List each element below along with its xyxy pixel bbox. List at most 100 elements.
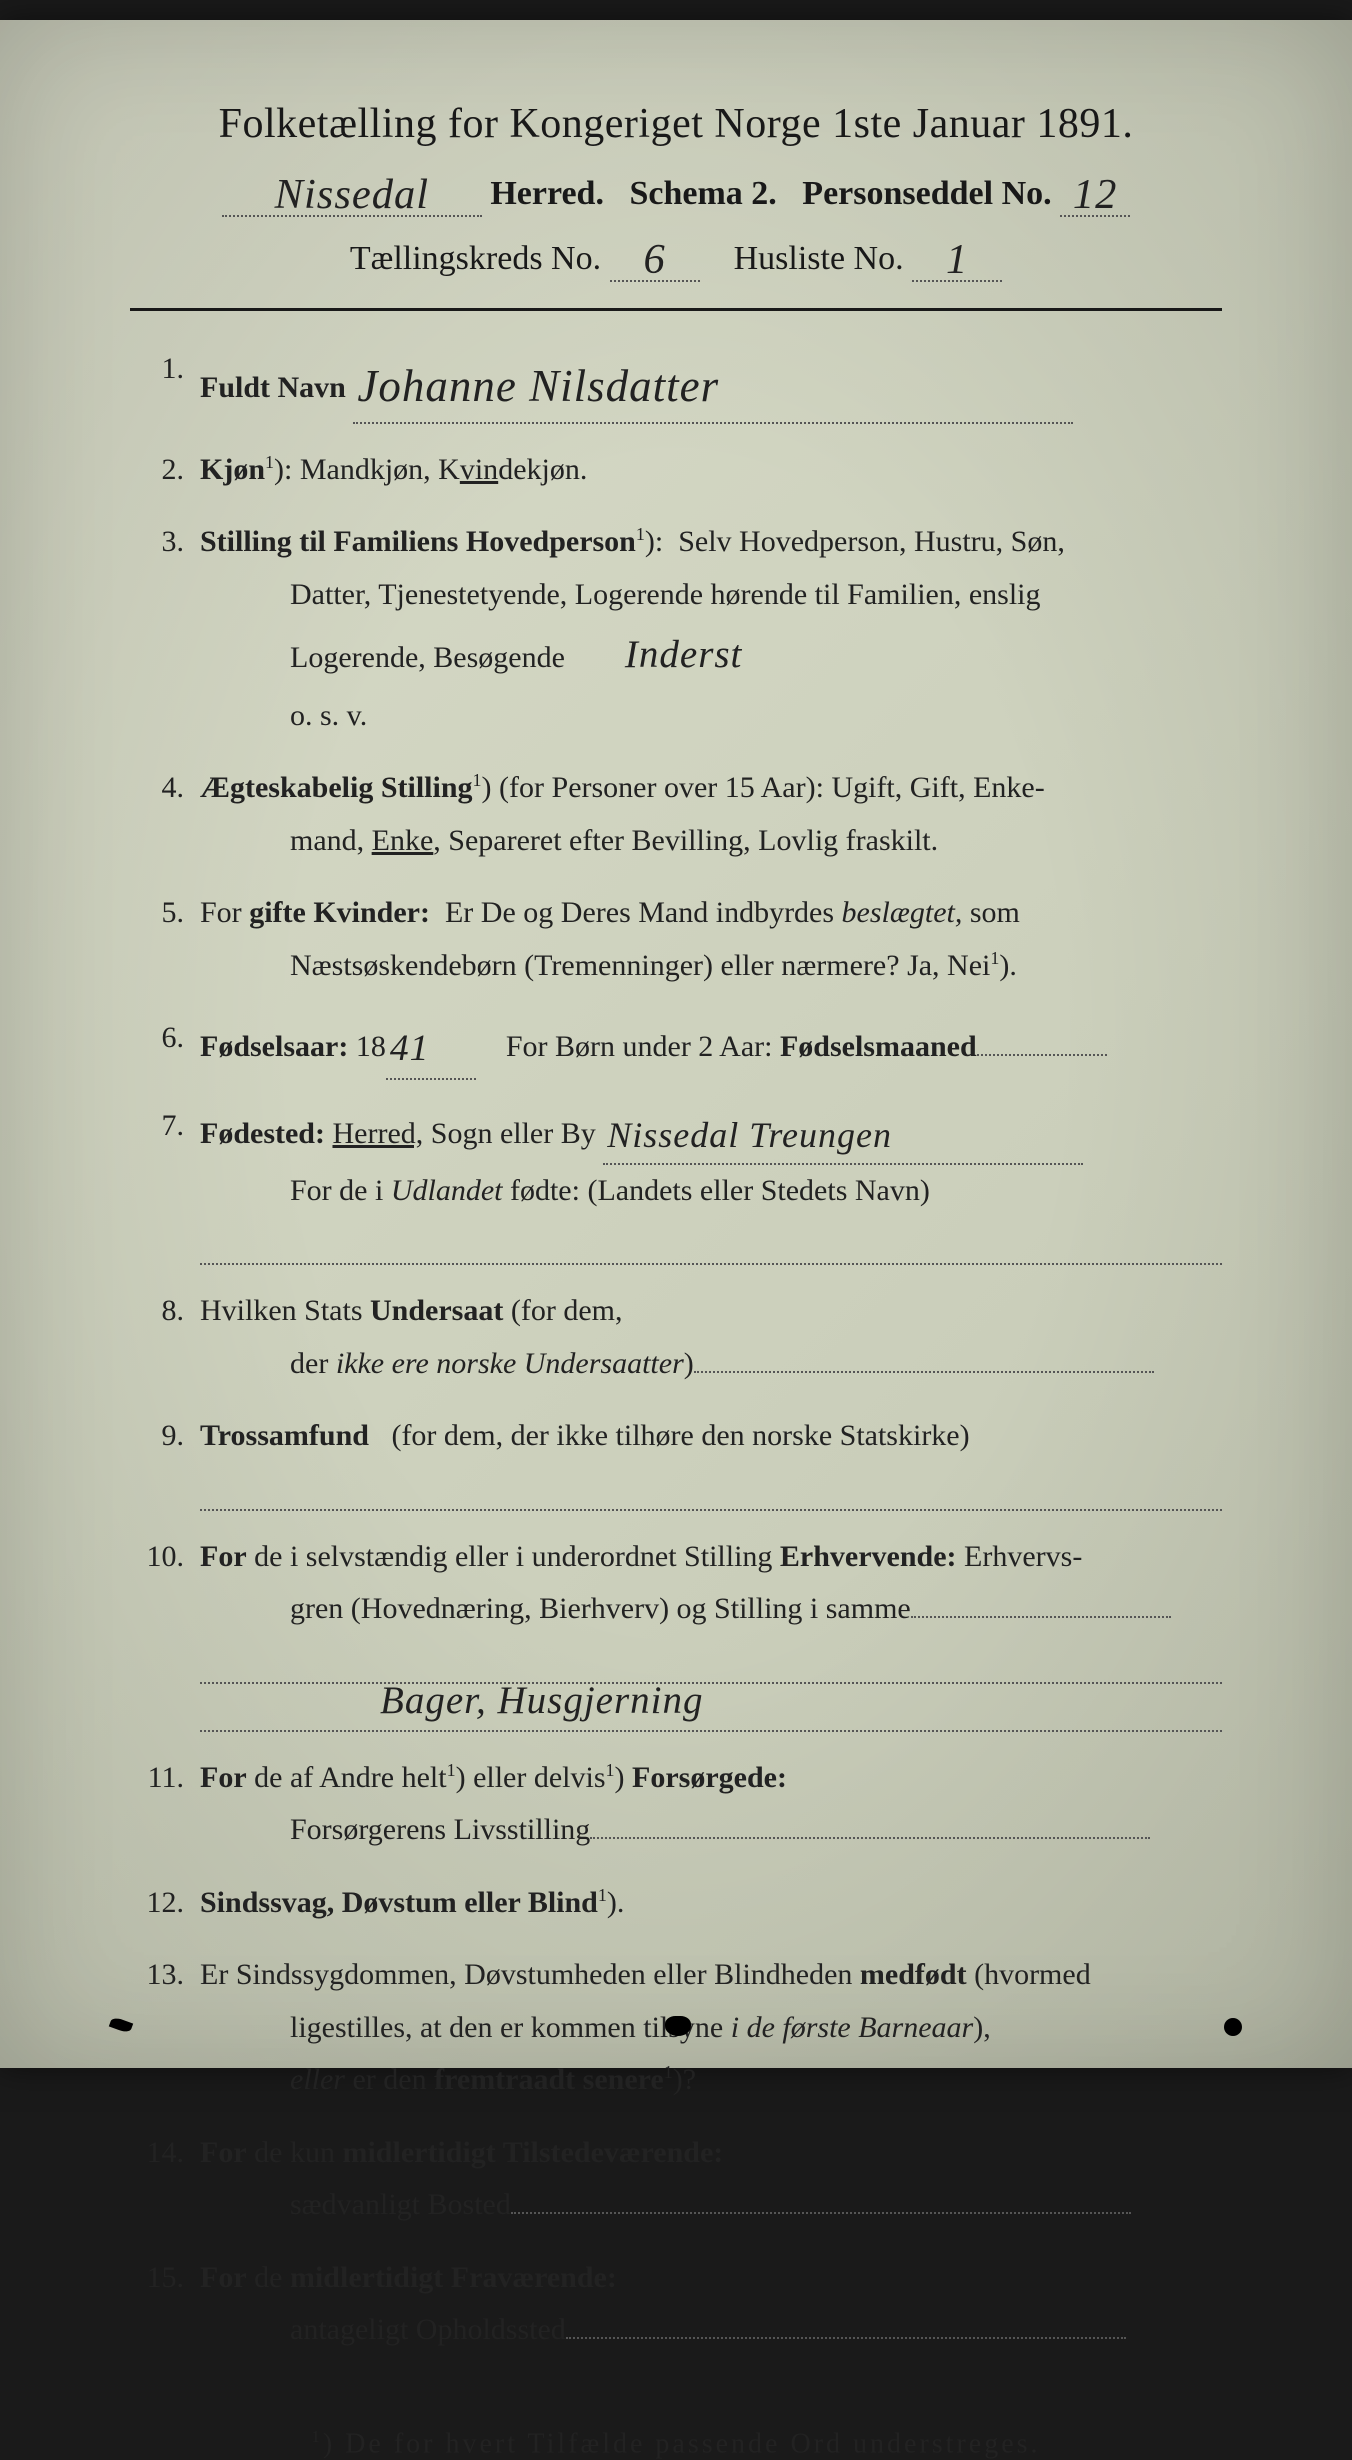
- i10-hw: Bager, Husgjerning: [380, 1667, 704, 1735]
- i10-t2: Erhvervs-: [964, 1540, 1082, 1573]
- i14-t1: de kun: [254, 2136, 335, 2169]
- i9-text: (for dem, der ikke tilhøre den norske St…: [391, 1419, 969, 1452]
- form-items: Fuldt Navn Johanne Nilsdatter Kjøn1): Ma…: [130, 343, 1222, 2357]
- schema-label: Schema 2.: [629, 175, 776, 212]
- sup: 1: [990, 948, 999, 968]
- i7-l2a: For de i: [290, 1174, 383, 1207]
- i15-prefix: For: [200, 2261, 247, 2294]
- personseddel-label: Personseddel No.: [802, 175, 1051, 212]
- i8-sub1: der: [290, 1347, 328, 1380]
- i13-t1: Er Sindssygdommen, Døvstumheden eller Bl…: [200, 1958, 852, 1991]
- i8-t1: Hvilken Stats: [200, 1294, 363, 1327]
- i10-label: Erhvervende:: [780, 1540, 957, 1573]
- husliste-no-hw: 1: [946, 236, 968, 283]
- item-4: Ægteskabelig Stilling1) (for Personer ov…: [130, 762, 1222, 867]
- sup: 1: [265, 452, 274, 472]
- i10-prefix: For: [200, 1540, 247, 1573]
- i9-blank: [200, 1463, 1222, 1511]
- census-form-page: Folketælling for Kongeriget Norge 1ste J…: [0, 20, 1352, 2068]
- i13-b1: medfødt: [860, 1958, 967, 1991]
- i13-sub2a: eller: [290, 2063, 345, 2096]
- i5-t1b: som: [970, 896, 1020, 929]
- item-2: Kjøn1): Mandkjøn, Kvindekjøn.: [130, 444, 1222, 497]
- sup: 1: [664, 2062, 673, 2082]
- sup: 1: [598, 1885, 607, 1905]
- i3-hw: Inderst: [625, 633, 743, 676]
- sup: 1: [636, 524, 645, 544]
- i7-blank: [200, 1217, 1222, 1265]
- punch-hole-right: [1224, 2018, 1242, 2036]
- i15-t1: de: [254, 2261, 282, 2294]
- item-1: Fuldt Navn Johanne Nilsdatter: [130, 343, 1222, 424]
- i10-sub1t: gren (Hovednæring, Bierhverv) og Stillin…: [290, 1592, 911, 1625]
- i2-options: Mandkjøn, Kvindekjøn.: [300, 453, 588, 486]
- i7-l2b: fødte: (Landets eller Stedets Navn): [510, 1174, 930, 1207]
- i7-label: Fødested:: [200, 1117, 325, 1150]
- item-15: For de midlertidigt Fraværende: antageli…: [130, 2252, 1222, 2357]
- item-14: For de kun midlertidigt Tilstedeværende:…: [130, 2127, 1222, 2232]
- herred-label: Herred.: [490, 175, 604, 212]
- i11-label: Forsørgede:: [632, 1761, 787, 1794]
- i10-blank1: [200, 1636, 1222, 1684]
- item-12: Sindssvag, Døvstum eller Blind1).: [130, 1877, 1222, 1930]
- i4-opts: Ugift, Gift, Enke-: [831, 771, 1044, 804]
- i11-t2: eller delvis: [473, 1761, 605, 1794]
- i11-subt: Forsørgerens Livsstilling: [290, 1813, 590, 1846]
- item-5: For gifte Kvinder: Er De og Deres Mand i…: [130, 887, 1222, 992]
- i3-t3: Logerende, Besøgende: [290, 641, 565, 674]
- i9-label: Trossamfund: [200, 1419, 369, 1452]
- i5-l2: Næstsøskendebørn (Tremenninger) eller næ…: [200, 940, 1222, 993]
- i13-sub1t: ligestilles, at den er kommen tilsyne: [290, 2011, 723, 2044]
- i15-label: midlertidigt Fraværende:: [290, 2261, 617, 2294]
- i2-label: Kjøn: [200, 453, 265, 486]
- fill: [977, 1054, 1107, 1056]
- i5-t1: Er De og Deres Mand indbyrdes: [445, 896, 834, 929]
- item-8: Hvilken Stats Undersaat (for dem, der ik…: [130, 1285, 1222, 1390]
- i4-label: Ægteskabelig Stilling: [200, 771, 473, 804]
- i15-subt: antageligt Opholdssted: [290, 2313, 566, 2346]
- i13-t2: (hvormed: [974, 1958, 1091, 1991]
- i10-sub1: gren (Hovednæring, Bierhverv) og Stillin…: [200, 1583, 1222, 1636]
- i11-t1: de af Andre helt: [254, 1761, 446, 1794]
- item-3: Stilling til Familiens Hovedperson1): Se…: [130, 516, 1222, 742]
- i3-t4: o. s. v.: [200, 690, 1222, 743]
- i6-l2: For Børn under 2 Aar:: [506, 1030, 773, 1063]
- header-row-3: Tællingskreds No. 6 Husliste No. 1: [130, 231, 1222, 282]
- i5-t2: Næstsøskendebørn (Tremenninger) eller næ…: [290, 949, 990, 982]
- i14-sub: sædvanligt Bosted: [200, 2179, 1222, 2232]
- item-11: For de af Andre helt1) eller delvis1) Fo…: [130, 1752, 1222, 1857]
- i3-line3: Logerende, Besøgende Inderst: [200, 621, 1222, 689]
- i13-sub2b: er den: [352, 2063, 426, 2096]
- i14-subt: sædvanligt Bosted: [290, 2188, 511, 2221]
- i7-opt: Herred,: [332, 1117, 423, 1150]
- kreds-label: Tællingskreds No.: [350, 240, 601, 277]
- i7-l2: For de i Udlandet fødte: (Landets eller …: [200, 1165, 1222, 1218]
- i15-sub: antageligt Opholdssted: [200, 2304, 1222, 2357]
- i7-hw: Nissedal Treungen: [607, 1115, 892, 1155]
- header-rule: [130, 308, 1222, 311]
- i5-prefix: For: [200, 896, 242, 929]
- i3-t2: Datter, Tjenestetyende, Logerende hørend…: [200, 569, 1222, 622]
- i4-l2: mand, Enke, Separeret efter Bevilling, L…: [200, 815, 1222, 868]
- herred-handwritten: Nissedal: [275, 171, 429, 218]
- fill: [911, 1616, 1171, 1618]
- i6-label: Fødselsaar:: [200, 1030, 348, 1063]
- kreds-no-hw: 6: [643, 236, 665, 283]
- footnote-text: De for hvert Tilfælde passende Ord under…: [345, 2428, 1040, 2459]
- footnote: 1) De for hvert Tilfælde passende Ord un…: [130, 2427, 1222, 2460]
- punch-hole-center: [665, 2016, 691, 2036]
- i13-sub2: eller er den fremtraadt senere1)?: [200, 2054, 1222, 2107]
- sup: 1: [606, 1760, 615, 1780]
- i8-label: Undersaat: [370, 1294, 503, 1327]
- i3-t1: Selv Hovedperson, Hustru, Søn,: [678, 525, 1065, 558]
- i10-hw-line: Bager, Husgjerning: [200, 1684, 1222, 1732]
- i11-prefix: For: [200, 1761, 247, 1794]
- fill: [511, 2212, 1131, 2214]
- i1-name-hw: Johanne Nilsdatter: [357, 361, 719, 411]
- fill: [566, 2337, 1126, 2339]
- fill: [694, 1371, 1154, 1373]
- i8-subem: ikke ere norske Undersaatter: [336, 1347, 684, 1380]
- i6-year-hw: 41: [390, 1028, 430, 1069]
- sup: 1: [447, 1760, 456, 1780]
- item-10: For de i selvstændig eller i underordnet…: [130, 1531, 1222, 1732]
